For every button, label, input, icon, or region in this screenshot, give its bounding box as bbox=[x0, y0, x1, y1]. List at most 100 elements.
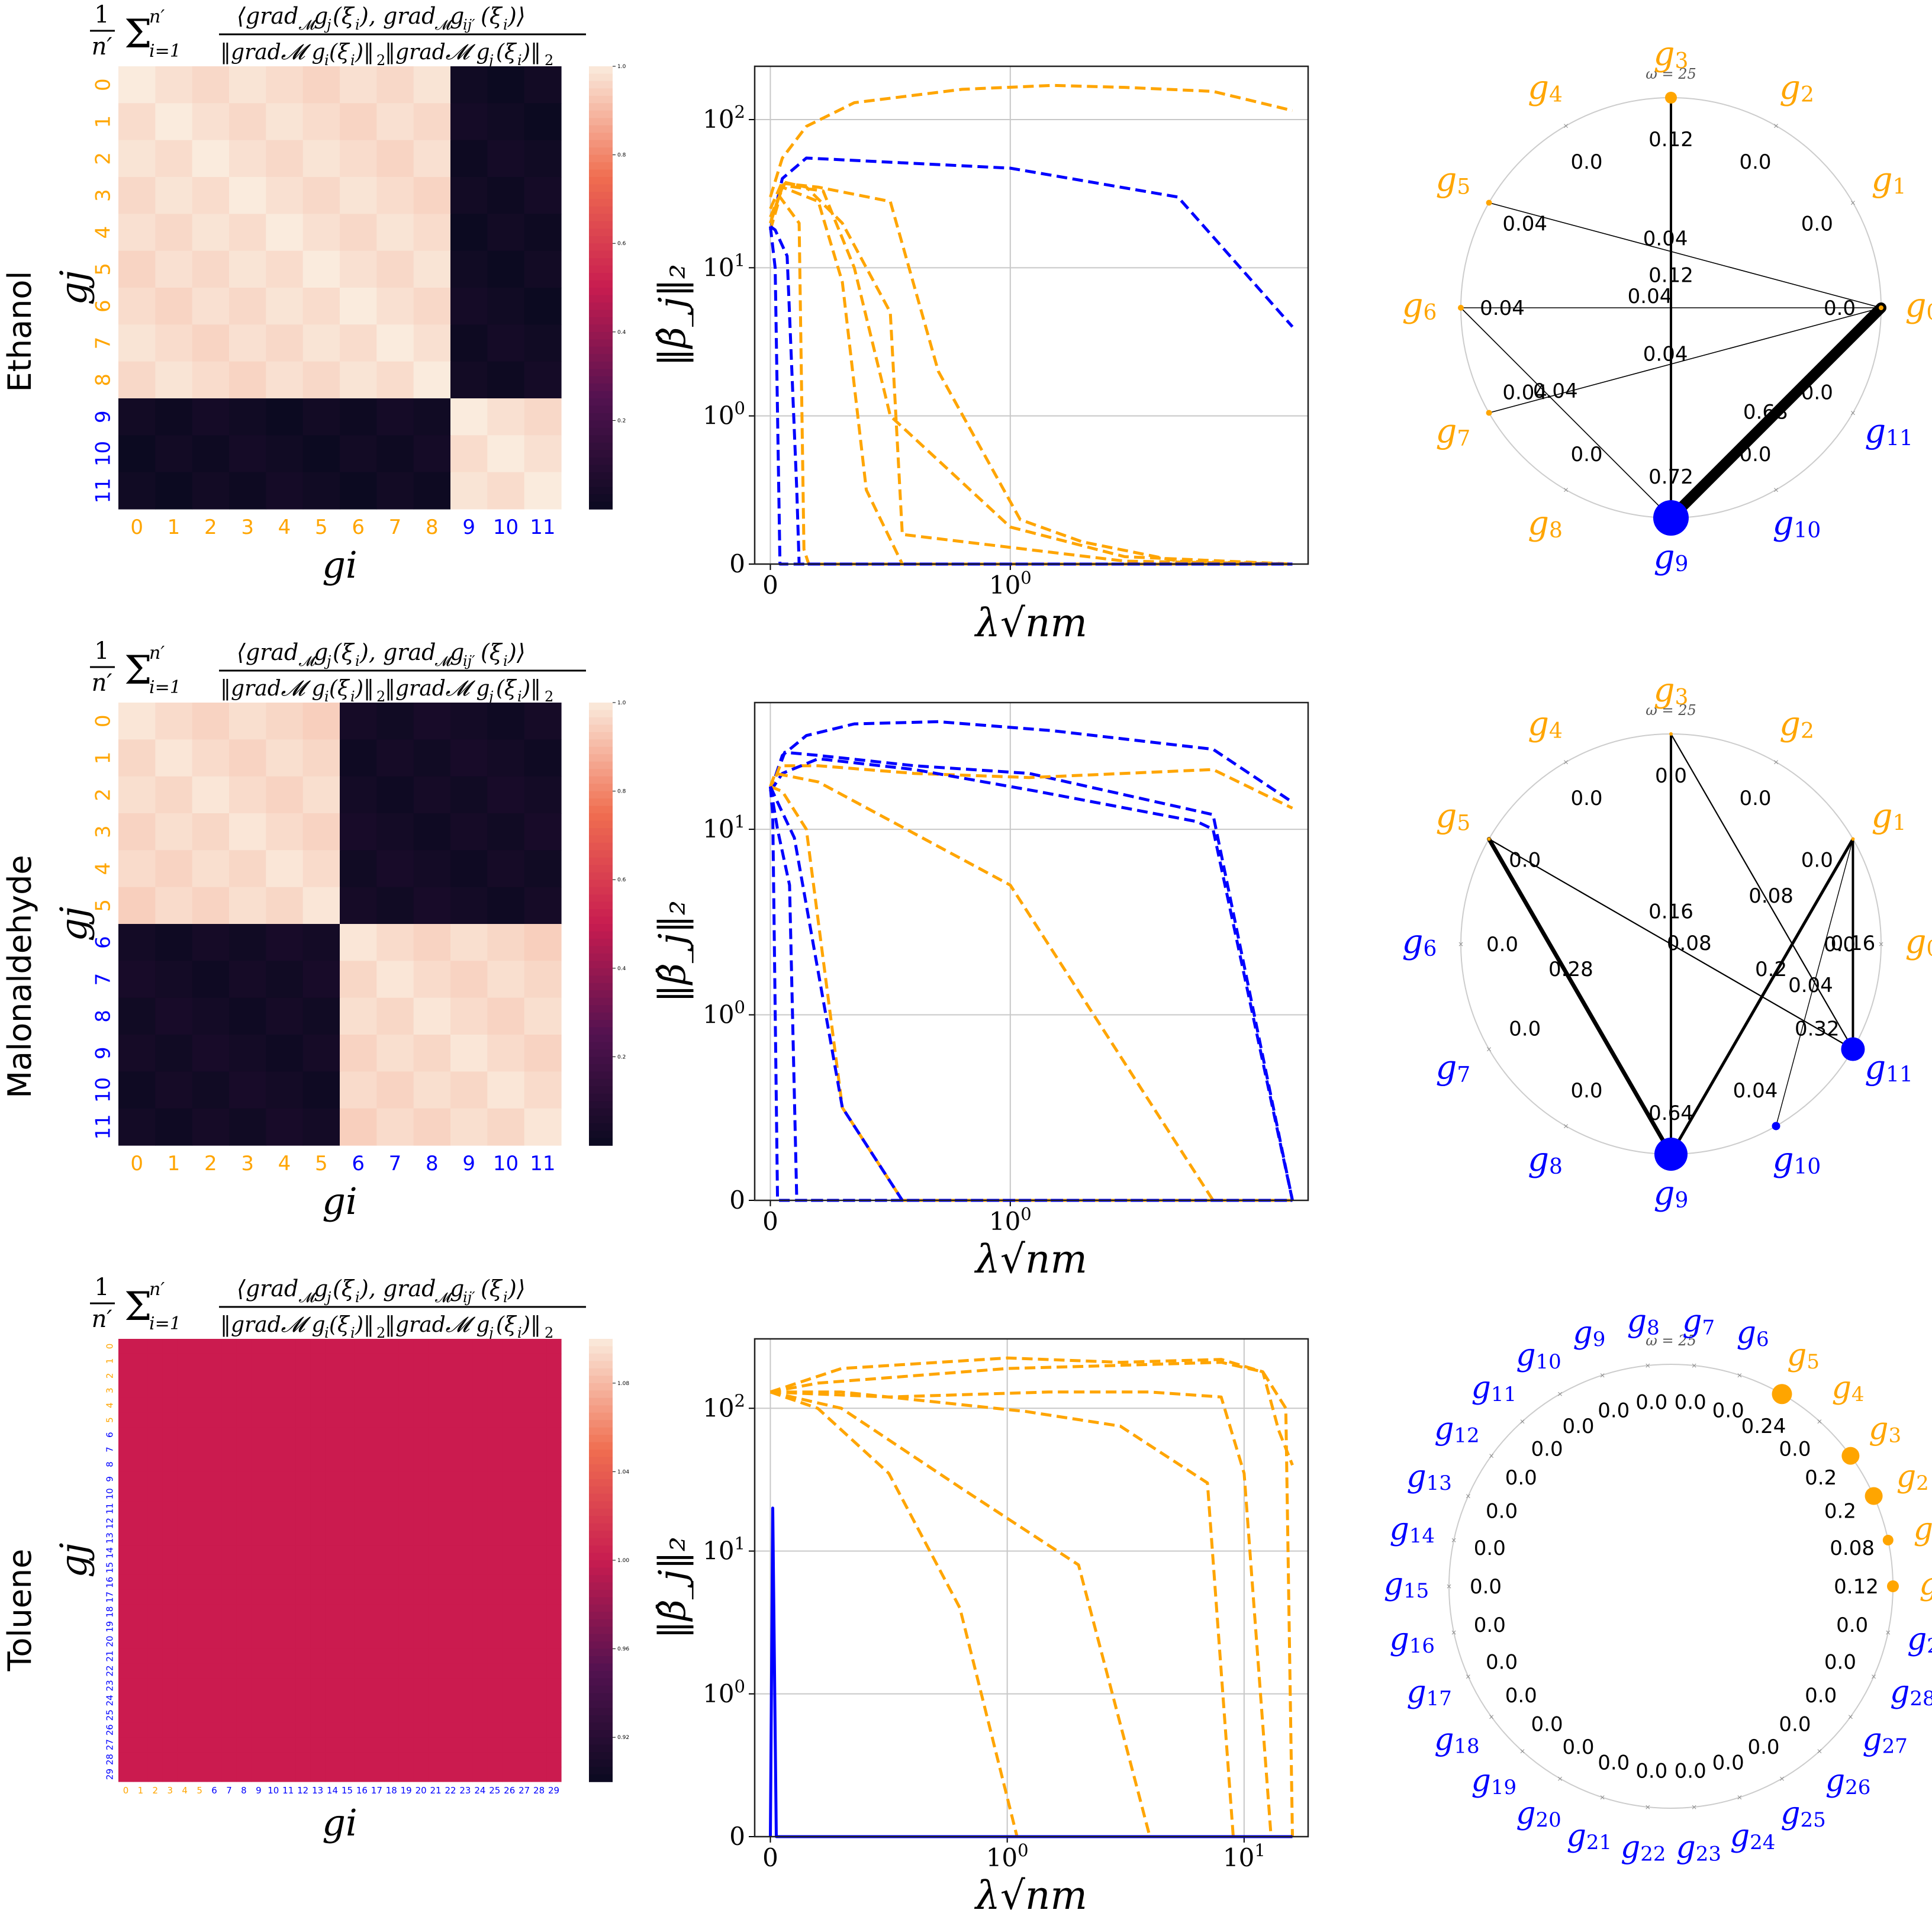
heatmap-cell bbox=[369, 1693, 385, 1708]
heatmap-cell bbox=[162, 1383, 178, 1399]
heatmap-cell bbox=[524, 361, 562, 399]
title-den-sub-i3: i bbox=[517, 1325, 522, 1341]
heatmap-cell bbox=[192, 250, 230, 288]
radial-node-weight: 0.0 bbox=[1486, 1500, 1518, 1524]
title-den-sub-i2: i bbox=[350, 688, 355, 705]
heatmap-cell bbox=[281, 1545, 296, 1561]
path-x-ticklabel: 0 bbox=[762, 571, 778, 600]
radial-node-label: g0 bbox=[1905, 286, 1932, 325]
heatmap-cell bbox=[487, 1693, 503, 1708]
heatmap-cell bbox=[502, 1442, 517, 1458]
colorbar-segment bbox=[589, 472, 613, 480]
heatmap-cell bbox=[281, 1471, 296, 1487]
radial-node-weight: 0.0 bbox=[1739, 787, 1771, 810]
heatmap-cell bbox=[354, 1678, 370, 1693]
heatmap-cell bbox=[281, 1412, 296, 1428]
tick-exponent: 2 bbox=[735, 1390, 745, 1410]
heatmap-cell bbox=[369, 1442, 385, 1458]
heatmap-cell bbox=[413, 1619, 429, 1635]
heatmap-cell bbox=[532, 1663, 547, 1679]
heatmap-cell bbox=[413, 1634, 429, 1650]
heatmap-cell bbox=[177, 1560, 193, 1576]
colorbar-segment bbox=[589, 1353, 613, 1362]
colorbar-segment bbox=[589, 1700, 613, 1709]
tick-base: 10 bbox=[703, 1000, 734, 1029]
heatmap-cell bbox=[251, 1442, 266, 1458]
heatmap-cell bbox=[376, 435, 414, 473]
heatmap-cell bbox=[340, 1648, 355, 1664]
heatmap-cell bbox=[340, 1486, 355, 1502]
heatmap-cell bbox=[325, 1427, 340, 1443]
heatmap-cell bbox=[450, 324, 488, 362]
label-base: g bbox=[1516, 1796, 1535, 1831]
heatmap-colorbar: 1.00.80.60.40.2 bbox=[589, 700, 626, 1146]
heatmap-ytick: 3 bbox=[92, 189, 115, 202]
heatmap-cell bbox=[118, 1486, 134, 1502]
heatmap-ytick: 7 bbox=[105, 1447, 115, 1453]
colorbar-segment bbox=[589, 1744, 613, 1753]
heatmap-cell bbox=[428, 1589, 444, 1605]
heatmap-cell bbox=[281, 1663, 296, 1679]
heatmap-cell bbox=[192, 739, 230, 777]
heatmap-cell bbox=[384, 1353, 400, 1369]
heatmap-cell bbox=[487, 1442, 503, 1458]
heatmap-cell bbox=[502, 1560, 517, 1576]
heatmap-cell bbox=[133, 1589, 149, 1605]
colorbar-segment bbox=[589, 953, 613, 962]
heatmap-xtick: 29 bbox=[548, 1785, 559, 1796]
radial-node-weight: 0.12 bbox=[1648, 128, 1693, 152]
heatmap-cell bbox=[524, 813, 562, 851]
heatmap-cell bbox=[384, 1708, 400, 1723]
label-subscript: 9 bbox=[1593, 1328, 1606, 1351]
radial-node-label: g4 bbox=[1832, 1370, 1865, 1406]
heatmap-cell bbox=[162, 1752, 178, 1767]
heatmap-cell bbox=[251, 1722, 266, 1738]
radial-node-label: g2 bbox=[1779, 704, 1814, 743]
heatmap-cell bbox=[472, 1501, 488, 1516]
heatmap-cell bbox=[325, 1457, 340, 1472]
colorbar-segment bbox=[589, 405, 613, 414]
colorbar-segment bbox=[589, 754, 613, 762]
title-den-sub-i3: i bbox=[517, 52, 522, 69]
heatmap-cell bbox=[147, 1368, 163, 1384]
heatmap-cell bbox=[251, 1516, 266, 1531]
heatmap-cell bbox=[524, 887, 562, 925]
heatmap-cell bbox=[546, 1634, 562, 1650]
label-base: g bbox=[1780, 1796, 1800, 1831]
heatmap-cell bbox=[369, 1752, 385, 1767]
colorbar-segment bbox=[589, 1427, 613, 1435]
heatmap-cell bbox=[502, 1663, 517, 1679]
heatmap-cell bbox=[472, 1663, 488, 1679]
path-series-line bbox=[769, 83, 1293, 198]
heatmap-cell bbox=[229, 776, 266, 814]
title-den-sub-i2: i bbox=[350, 52, 355, 69]
heatmap-cell bbox=[398, 1501, 414, 1516]
heatmap-cell bbox=[192, 1767, 208, 1782]
heatmap-colorbar: 1.081.041.000.960.92 bbox=[589, 1339, 629, 1782]
heatmap-ytick: 3 bbox=[92, 825, 115, 838]
title-frac-den: n′ bbox=[92, 33, 112, 60]
colorbar-segment bbox=[589, 1383, 613, 1392]
heatmap-cell bbox=[458, 1604, 473, 1620]
radial-title: ω = 25 bbox=[1646, 1332, 1696, 1349]
heatmap-cell bbox=[524, 214, 562, 252]
radial-node-label: g8 bbox=[1627, 1303, 1660, 1340]
heatmap-cell bbox=[310, 1767, 326, 1782]
heatmap-cell bbox=[192, 66, 230, 104]
heatmap-cell bbox=[133, 1663, 149, 1679]
heatmap-cell bbox=[310, 1634, 326, 1650]
radial-node-label: g15 bbox=[1384, 1567, 1429, 1603]
heatmap-cell bbox=[369, 1545, 385, 1561]
heatmap-cell bbox=[221, 1722, 237, 1738]
heatmap-cell bbox=[413, 887, 451, 925]
heatmap-cell bbox=[221, 1752, 237, 1767]
label-subscript: 23 bbox=[1696, 1843, 1721, 1866]
label-subscript: 7 bbox=[1457, 1062, 1470, 1087]
heatmap-cell bbox=[147, 1604, 163, 1620]
radial-node-dot bbox=[1841, 1037, 1865, 1061]
colorbar-tick-label: 0.6 bbox=[617, 241, 626, 247]
heatmap-cell bbox=[221, 1383, 237, 1399]
colorbar-tick-label: 0.6 bbox=[617, 877, 626, 883]
heatmap-cell bbox=[472, 1516, 488, 1531]
heatmap-cell bbox=[458, 1486, 473, 1502]
